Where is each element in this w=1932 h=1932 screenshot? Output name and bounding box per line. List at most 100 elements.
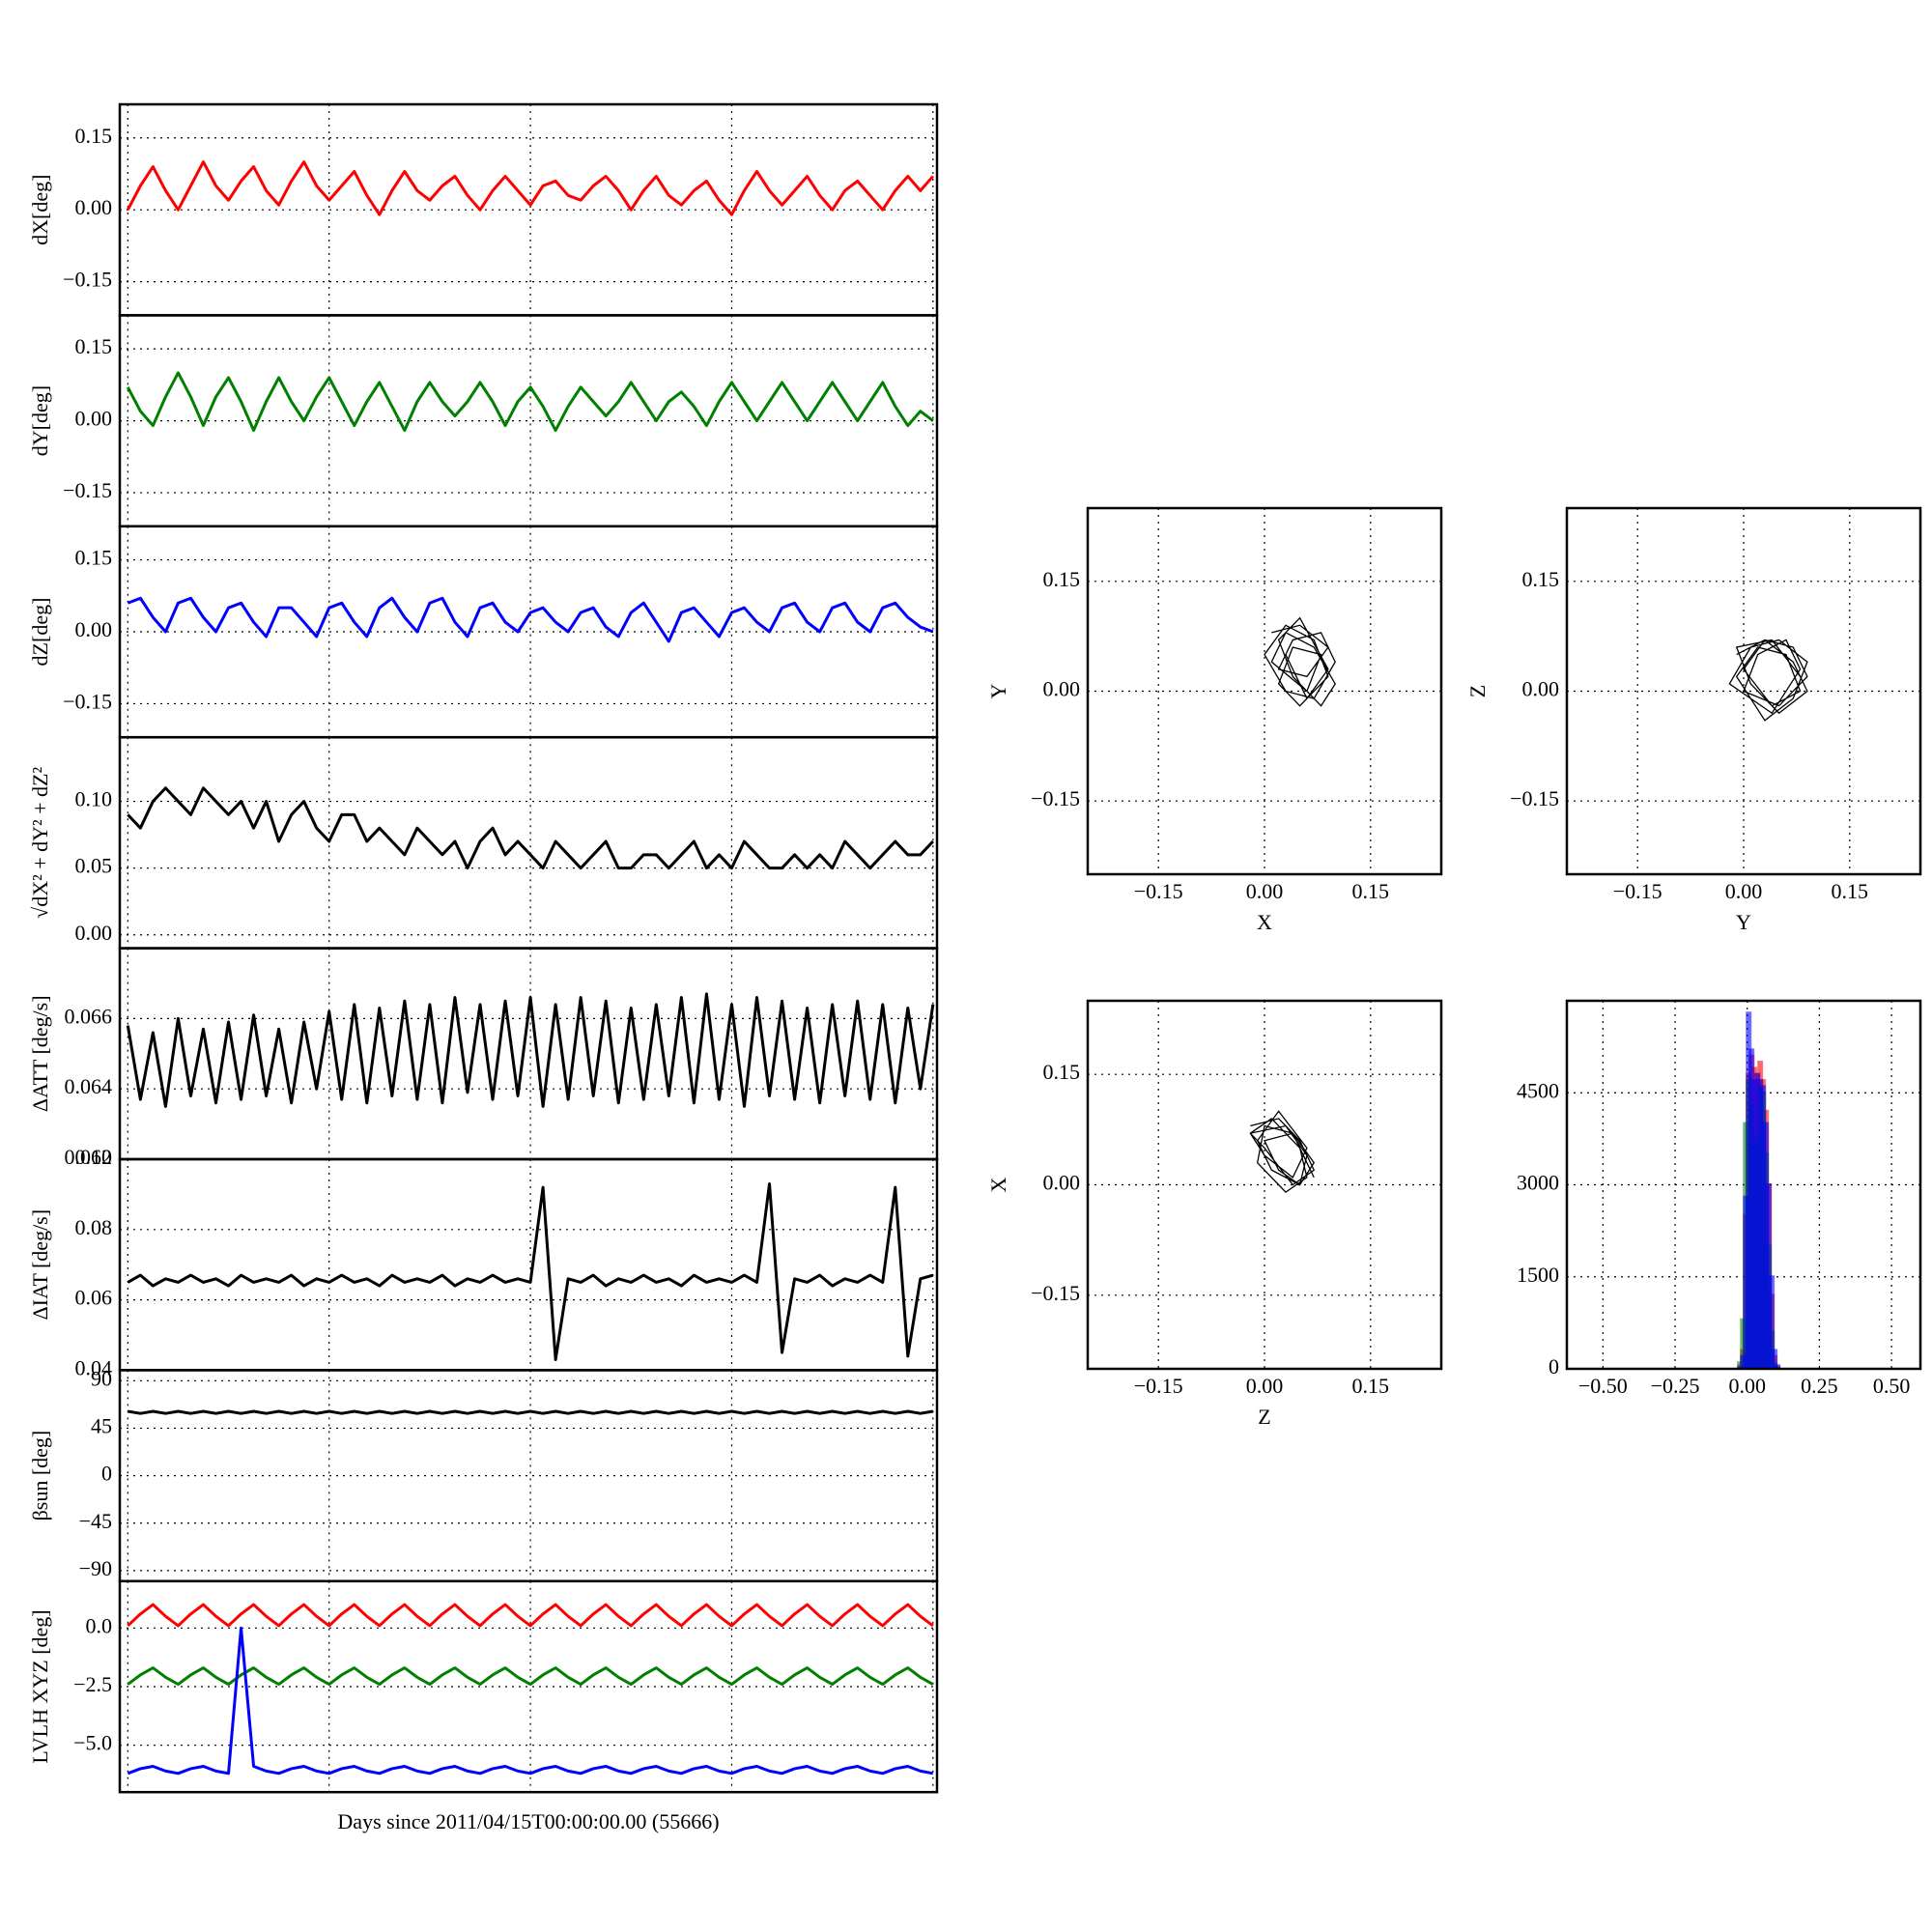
histogram-bar bbox=[1769, 1275, 1776, 1369]
x-tick-label: −0.25 bbox=[1651, 1374, 1700, 1398]
series-line bbox=[127, 1626, 934, 1776]
plot-area bbox=[127, 596, 934, 643]
series-line bbox=[127, 1181, 934, 1361]
series-line bbox=[127, 1666, 934, 1687]
plot-area bbox=[127, 1181, 934, 1361]
series-line bbox=[127, 160, 934, 216]
y-tick-label: 0.00 bbox=[75, 407, 113, 431]
y-tick-label: −0.15 bbox=[1510, 786, 1559, 810]
trajectory bbox=[1728, 639, 1808, 722]
y-tick-label: 0.04 bbox=[75, 1355, 113, 1379]
y-tick-label: 0.15 bbox=[75, 124, 113, 148]
trajectory bbox=[1264, 616, 1336, 707]
y-tick-label: 0.00 bbox=[1043, 1171, 1081, 1195]
x-axis-label: X bbox=[1257, 910, 1272, 934]
y-axis-label: ΔATT [deg/s] bbox=[28, 995, 52, 1112]
y-tick-label: −2.5 bbox=[73, 1672, 112, 1696]
y-axis-label: Z bbox=[1465, 685, 1490, 697]
y-axis-label: dZ[deg] bbox=[28, 598, 52, 667]
series-line bbox=[127, 1603, 934, 1628]
y-tick-label: 45 bbox=[91, 1414, 112, 1438]
x-tick-label: 0.15 bbox=[1832, 879, 1869, 903]
y-tick-label: −0.15 bbox=[1031, 786, 1080, 810]
y-tick-label: −45 bbox=[79, 1509, 112, 1533]
plot-area bbox=[128, 1409, 934, 1415]
x-tick-label: −0.50 bbox=[1578, 1374, 1628, 1398]
axes-frame bbox=[1086, 506, 1443, 876]
series-line bbox=[127, 596, 934, 643]
plot-area bbox=[126, 992, 935, 1108]
x-tick-label: 0.00 bbox=[1728, 1374, 1766, 1398]
y-tick-label: 90 bbox=[91, 1366, 112, 1390]
x-tick-label: 0.15 bbox=[1352, 879, 1390, 903]
y-tick-label: 0 bbox=[1548, 1354, 1559, 1378]
y-tick-label: 0.10 bbox=[75, 1145, 113, 1169]
y-tick-label: 0.00 bbox=[1522, 677, 1560, 701]
y-tick-label: 0.15 bbox=[1043, 1060, 1081, 1084]
y-tick-label: 0.05 bbox=[75, 854, 113, 878]
y-tick-label: 0.06 bbox=[75, 1286, 113, 1310]
x-tick-label: 0.15 bbox=[1352, 1374, 1390, 1398]
y-axis-label: βsun [deg] bbox=[28, 1431, 52, 1521]
x-tick-label: 0.00 bbox=[1246, 1374, 1284, 1398]
y-axis-label: dX[deg] bbox=[28, 175, 52, 245]
x-tick-label: −0.15 bbox=[1613, 879, 1662, 903]
y-tick-label: −0.15 bbox=[63, 478, 112, 502]
y-tick-label: 0.066 bbox=[65, 1004, 113, 1028]
y-tick-label: 1500 bbox=[1517, 1263, 1559, 1287]
x-tick-label: 0.00 bbox=[1725, 879, 1763, 903]
y-tick-label: 0.00 bbox=[75, 195, 113, 219]
y-tick-label: −0.15 bbox=[63, 268, 112, 292]
plot-area bbox=[127, 1603, 934, 1776]
x-axis-label: Y bbox=[1736, 910, 1751, 934]
plot-area bbox=[127, 786, 934, 870]
axes-frame bbox=[118, 1579, 939, 1794]
y-axis-label: √dX² + dY² + dZ² bbox=[28, 767, 52, 919]
y-tick-label: 0.00 bbox=[75, 617, 113, 641]
axes-frame bbox=[1086, 999, 1443, 1371]
y-tick-label: 0.10 bbox=[75, 787, 113, 811]
y-tick-label: 0.15 bbox=[75, 546, 113, 570]
y-axis-label: ΔIAT [deg/s] bbox=[28, 1209, 52, 1321]
series-line bbox=[127, 786, 934, 870]
plot-area bbox=[1728, 639, 1808, 722]
y-tick-label: −0.15 bbox=[1031, 1281, 1080, 1305]
plot-area bbox=[1264, 616, 1336, 707]
y-axis-label: X bbox=[986, 1177, 1010, 1192]
x-axis-label: Z bbox=[1258, 1405, 1270, 1429]
y-tick-label: 0.064 bbox=[65, 1074, 113, 1098]
y-tick-label: 0 bbox=[101, 1462, 112, 1486]
y-axis-label: LVLH XYZ [deg] bbox=[28, 1609, 52, 1763]
y-tick-label: 0.15 bbox=[1043, 567, 1081, 591]
y-axis-label: dY[deg] bbox=[28, 385, 52, 456]
y-tick-label: 0.15 bbox=[75, 334, 113, 358]
y-tick-label: 0.00 bbox=[1043, 677, 1081, 701]
plot-area bbox=[127, 371, 934, 433]
y-tick-label: −5.0 bbox=[73, 1731, 112, 1755]
plot-area bbox=[1249, 1110, 1316, 1193]
series-line bbox=[127, 371, 934, 433]
y-tick-label: −0.15 bbox=[63, 690, 112, 714]
trajectory bbox=[1249, 1110, 1316, 1193]
x-tick-label: 0.25 bbox=[1801, 1374, 1838, 1398]
plot-area bbox=[1737, 1011, 1781, 1369]
x-tick-label: −0.15 bbox=[1134, 879, 1183, 903]
y-tick-label: 0.0 bbox=[86, 1613, 113, 1637]
y-tick-label: 0.08 bbox=[75, 1215, 113, 1239]
y-tick-label: 3000 bbox=[1517, 1171, 1559, 1195]
axes-frame bbox=[1565, 506, 1922, 876]
x-tick-label: 0.00 bbox=[1246, 879, 1284, 903]
series-line bbox=[128, 1409, 934, 1415]
y-tick-label: 0.062 bbox=[65, 1145, 113, 1169]
series-line bbox=[126, 992, 935, 1108]
x-tick-label: 0.50 bbox=[1873, 1374, 1911, 1398]
x-tick-label: −0.15 bbox=[1134, 1374, 1183, 1398]
axes-frame bbox=[1565, 999, 1922, 1371]
plot-area bbox=[127, 160, 934, 216]
y-tick-label: −90 bbox=[79, 1556, 112, 1580]
y-tick-label: 4500 bbox=[1517, 1078, 1559, 1102]
y-axis-label: Y bbox=[986, 683, 1010, 698]
x-axis-label: Days since 2011/04/15T00:00:00.00 (55666… bbox=[337, 1809, 719, 1833]
